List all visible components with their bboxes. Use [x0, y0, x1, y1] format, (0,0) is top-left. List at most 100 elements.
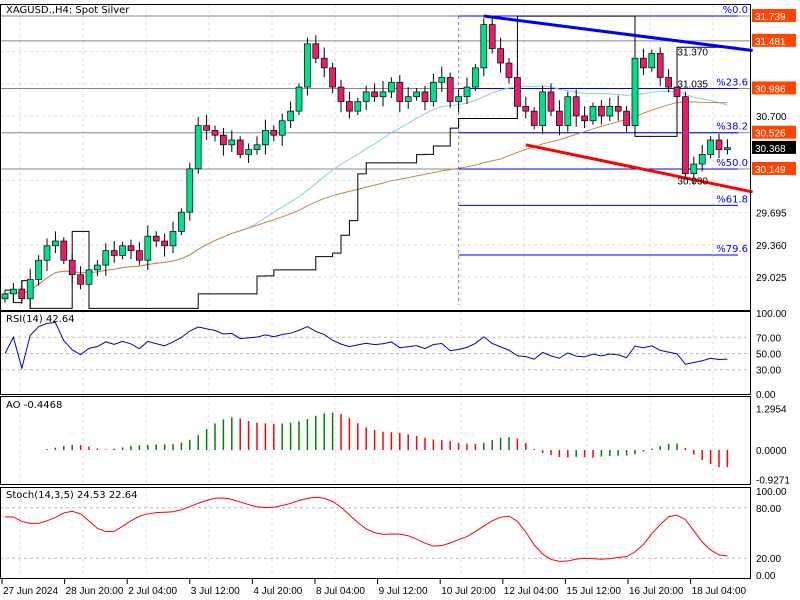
- candle: [287, 110, 294, 122]
- stoch-tick-label: 0.00: [756, 571, 776, 582]
- x-tick-label: 9 Jul 12:00: [379, 586, 428, 597]
- candle: [404, 96, 412, 102]
- axes: 31.370 31.035 30.700 30.030 29.695 29.360 29.0…: [0, 4, 796, 597]
- candle: [60, 240, 68, 261]
- candle: [665, 77, 672, 88]
- rsi-tick-label: 30.00: [756, 366, 781, 377]
- candle: [488, 24, 496, 49]
- candle: [228, 139, 236, 146]
- price-tag-label: 30.526: [755, 129, 786, 140]
- candle: [52, 240, 59, 247]
- candle: [673, 86, 681, 98]
- candle: [278, 120, 286, 136]
- stoch-pane: [0, 496, 750, 562]
- candle: [35, 259, 42, 280]
- rsi-line: [4, 322, 728, 371]
- candle: [236, 139, 244, 155]
- candle: [438, 77, 446, 83]
- y-tick-label: 29.695: [756, 209, 787, 220]
- candle: [598, 105, 605, 117]
- candle: [68, 259, 76, 276]
- price-tag: [752, 33, 796, 47]
- price-tag-label: 31.481: [755, 37, 786, 48]
- candle: [18, 288, 26, 300]
- step-line: [5, 15, 736, 309]
- price-tag: [752, 9, 796, 22]
- candle: [631, 57, 639, 126]
- candle: [480, 24, 488, 69]
- candle: [388, 81, 395, 93]
- y-tick-label: 31.370: [677, 47, 708, 58]
- candle: [564, 96, 572, 126]
- candle: [446, 77, 454, 102]
- candle: [556, 110, 563, 126]
- fib-level-label: %0.0: [723, 5, 748, 16]
- ao-pane: [46, 412, 729, 468]
- candle: [455, 96, 462, 102]
- candle: [1, 293, 9, 300]
- stoch-label: Stoch(14,3,5) 24.53 22.64: [6, 490, 137, 501]
- candle: [682, 96, 689, 175]
- candle: [346, 101, 353, 112]
- candle: [119, 245, 126, 256]
- candle: [421, 91, 429, 102]
- x-tick-label: 8 Jul 04:00: [316, 586, 365, 597]
- ao-tick-label: 0.0000: [756, 446, 787, 457]
- candle: [606, 105, 614, 117]
- candle: [136, 250, 143, 261]
- fib-level-label: %50.0: [716, 158, 748, 169]
- candle: [186, 168, 194, 213]
- ao-label: AO -0.4468: [6, 400, 62, 411]
- price-tag-label: 30.986: [755, 84, 786, 95]
- stoch-line: [4, 496, 728, 562]
- y-tick-label: 30.700: [756, 112, 787, 123]
- candle: [194, 125, 202, 170]
- rsi-tick-label: 0.00: [756, 390, 776, 401]
- candle: [656, 53, 664, 78]
- candle: [144, 235, 152, 261]
- ao-tick-label: 1.2954: [756, 405, 787, 416]
- candle: [572, 96, 580, 117]
- ao-tick-label: -0.9271: [756, 476, 790, 487]
- rsi-tick-label: 70.00: [756, 333, 781, 344]
- stoch-tick-label: 20.00: [756, 554, 781, 565]
- pane-frame: [0, 396, 751, 485]
- trendline: [525, 143, 753, 194]
- price-tag-label: 30.368: [755, 144, 786, 155]
- y-tick-label: 29.360: [756, 241, 787, 252]
- ma-fast-line: [4, 85, 728, 295]
- pane-frame: [0, 311, 751, 395]
- x-tick-label: 2 Jul 04:00: [128, 586, 177, 597]
- candle: [211, 130, 219, 136]
- candle: [430, 81, 437, 102]
- rsi-tick-label: 100.00: [756, 309, 787, 320]
- x-tick-label: 27 Jun 2024: [3, 586, 58, 597]
- rsi-pane: [0, 322, 750, 371]
- candle: [396, 81, 404, 102]
- candle: [178, 211, 185, 232]
- fib-level-label: %23.6: [716, 77, 748, 88]
- candle: [312, 43, 320, 59]
- candle: [472, 67, 479, 88]
- candle: [77, 274, 84, 285]
- rsi-label: RSI(14) 42.64: [6, 314, 75, 325]
- price-tag: [752, 81, 796, 95]
- candle: [295, 86, 303, 112]
- fib-level-label: %61.8: [716, 194, 748, 205]
- price-tag-label: 31.739: [755, 12, 786, 23]
- price-tag-label: 30.149: [755, 165, 786, 176]
- candle: [304, 43, 311, 88]
- x-tick-label: 16 Jul 20:00: [629, 586, 684, 597]
- y-tick-label: 29.025: [756, 273, 787, 284]
- candle: [371, 91, 378, 98]
- price-tag: [752, 161, 796, 175]
- candle: [614, 105, 622, 112]
- candle: [270, 130, 278, 136]
- symbol-label: XAGUSD.,H4: Spot Silver: [6, 5, 130, 16]
- candle: [497, 48, 504, 64]
- candle: [354, 101, 362, 112]
- candle: [262, 130, 269, 146]
- candle: [547, 91, 555, 112]
- candle: [707, 139, 714, 155]
